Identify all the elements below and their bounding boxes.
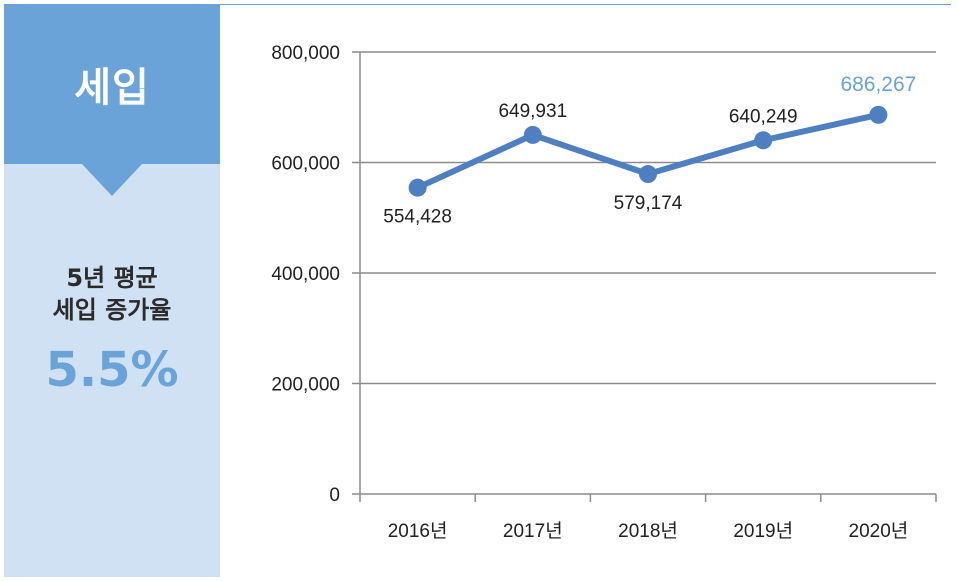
side-header: 세입 xyxy=(4,4,220,164)
side-panel: 세입 5년 평균 세입 증가율 5.5% xyxy=(4,4,220,577)
data-label: 579,174 xyxy=(614,193,683,214)
side-caption: 5년 평균 세입 증가율 xyxy=(4,262,220,326)
x-tick-label: 2018년 xyxy=(618,520,678,542)
average-growth-rate: 5.5% xyxy=(45,342,179,398)
pointer-triangle xyxy=(82,164,142,196)
data-point xyxy=(523,125,542,144)
data-label: 640,249 xyxy=(729,106,798,127)
side-title: 세입 xyxy=(74,65,150,111)
caption-line-2: 세입 증가율 xyxy=(52,296,172,324)
y-tick-label: 600,000 xyxy=(271,154,340,175)
data-point xyxy=(869,105,888,124)
data-point xyxy=(639,165,657,184)
x-tick-label: 2019년 xyxy=(733,520,793,542)
y-tick-label: 800,000 xyxy=(271,43,340,64)
y-tick-label: 0 xyxy=(329,485,340,506)
line-chart: 0 200,000 400,000 600,000 800,000 2016년 2017년 2… xyxy=(271,43,937,542)
y-tick-label: 200,000 xyxy=(271,375,340,396)
data-label: 554,428 xyxy=(383,207,452,228)
data-label: 649,931 xyxy=(498,101,567,122)
data-label: 686,267 xyxy=(840,73,916,96)
data-point xyxy=(408,178,427,197)
x-tick-label: 2020년 xyxy=(849,520,909,542)
data-point xyxy=(754,131,773,150)
caption-line-1: 5년 평균 xyxy=(66,264,158,292)
x-tick-label: 2016년 xyxy=(388,520,448,542)
y-tick-label: 400,000 xyxy=(271,264,340,285)
x-tick-label: 2017년 xyxy=(503,520,563,542)
chart-area: 0 200,000 400,000 600,000 800,000 2016년 2017년 2… xyxy=(220,4,951,577)
